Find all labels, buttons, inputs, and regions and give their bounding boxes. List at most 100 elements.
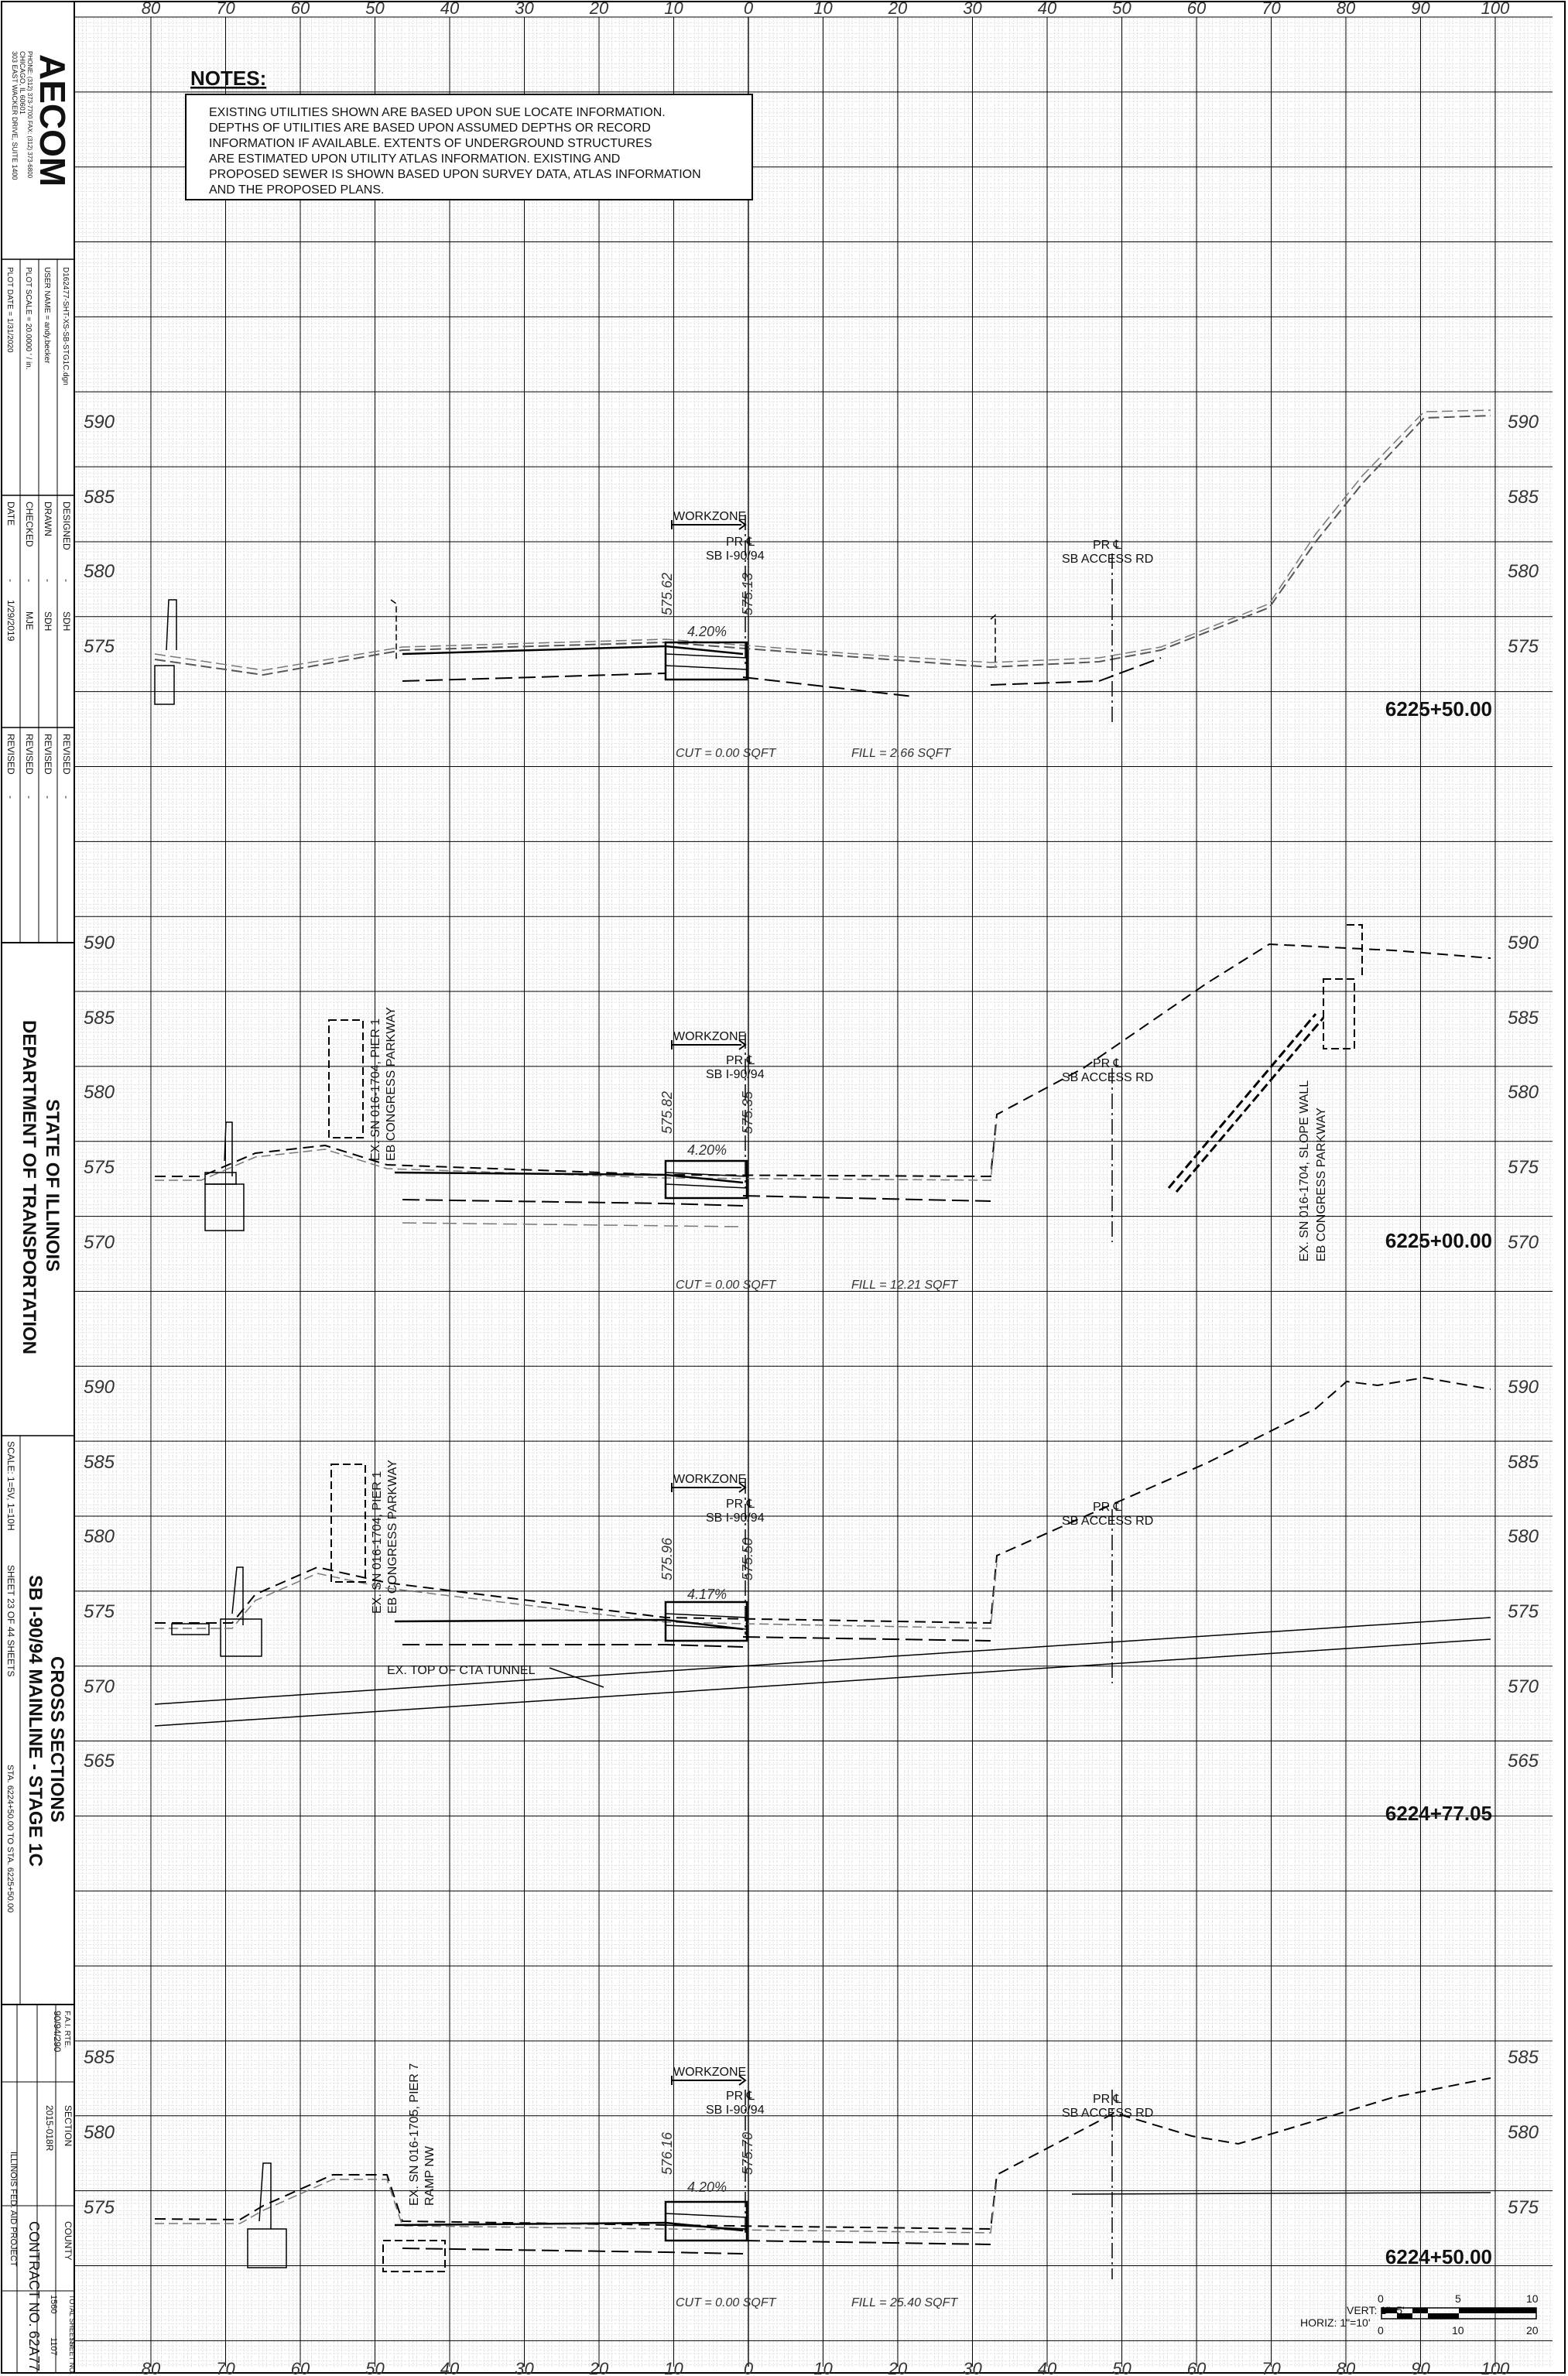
revised-label-2: REVISED	[43, 734, 53, 775]
elevation-label-left: 575	[84, 1601, 115, 1622]
structure-annotation: EB CONGRESS PARKWAY	[386, 1460, 399, 1614]
cross-section: 590 590 585 585 580 580 575 575 570 570 6225+00.00…	[84, 933, 1539, 1292]
section-label: SECTION	[63, 2105, 74, 2146]
station-label: 6224+50.00	[1385, 2245, 1492, 2268]
pr-centerline-label: PR ℄	[1093, 2093, 1122, 2106]
notes-block: NOTES: EXISTING UTILITIES SHOWN ARE BASE…	[185, 67, 753, 200]
elevation-label-left: 580	[84, 2122, 115, 2143]
offset-label-top: 40	[1038, 0, 1057, 18]
plot-scale: PLOT SCALE = 20.0000 ' / in.	[24, 267, 33, 370]
pr-centerline-label: PR ℄	[726, 1054, 755, 1067]
company-logo: AECOM	[33, 54, 73, 187]
project-note: ILLINOIS FED. AID PROJECT	[9, 2152, 18, 2267]
elevation-label-right: 590	[1508, 933, 1539, 953]
revised-dash-3: -	[24, 796, 35, 799]
drawn-label: DRAWN	[43, 502, 53, 536]
revised-dash-4: -	[5, 796, 16, 799]
elevation-label-right: 585	[1508, 1008, 1539, 1029]
workzone-label: WORKZONE	[673, 2066, 746, 2079]
cut-area: CUT = 0.00 SQFT	[676, 747, 777, 760]
scale-bottom-tick: 0	[1378, 2324, 1384, 2337]
county-label: COUNTY	[63, 2221, 74, 2261]
notes-line-1: EXISTING UTILITIES SHOWN ARE BASED UPON …	[209, 106, 666, 119]
revised-label-1: REVISED	[61, 734, 72, 775]
elevation-label-left: 570	[84, 1232, 115, 1253]
elevation-label-left: 590	[84, 1377, 115, 1398]
pr-centerline-label: PR ℄	[726, 2090, 755, 2103]
elevation-label-left: 585	[84, 1452, 115, 1473]
scale-top-tick: 5	[1455, 2292, 1461, 2305]
elevation-right: 575.50	[740, 1538, 755, 1580]
notes-line-6: AND THE PROPOSED PLANS.	[209, 183, 384, 197]
elevation-label-right: 580	[1508, 1082, 1539, 1103]
checked-label: CHECKED	[24, 502, 35, 547]
scale-top-tick: 10	[1526, 2292, 1539, 2305]
offset-label-bottom: 20	[589, 2359, 609, 2376]
elevation-label-right: 585	[1508, 487, 1539, 508]
offset-label-top: 60	[1187, 0, 1207, 18]
offset-label-bottom: 30	[515, 2359, 534, 2376]
offset-label-top: 40	[440, 0, 460, 18]
pr-centerline-label: PR ℄	[1093, 539, 1122, 552]
elevation-label-right: 570	[1508, 1232, 1539, 1253]
pr-centerline-road: SB ACCESS RD	[1062, 1515, 1153, 1528]
scale-bar: VERT: 1"=5' HORIZ: 1"=10' 0 5 10 0 10 20	[1300, 2292, 1539, 2337]
pr-centerline-road: SB ACCESS RD	[1062, 2107, 1153, 2120]
cut-area: CUT = 0.00 SQFT	[676, 1279, 777, 1292]
cross-slope: 4.17%	[687, 1587, 727, 1602]
agency-line-1: STATE OF ILLINOIS	[42, 1099, 63, 1272]
offset-labels-top: 80 70 60 50 40 30 20 10 0 10 20 30 40 50 60 70 80 90 100	[142, 0, 1510, 18]
elevation-label-right: 585	[1508, 1452, 1539, 1473]
scale-text: SCALE: 1=5V, 1=10H	[5, 1441, 16, 1531]
revised-dash-1: -	[61, 796, 72, 799]
offset-label-top: 10	[813, 0, 833, 18]
company-address-3: PHONE: (312) 373-7700 FAX: (312) 373-680…	[26, 51, 33, 179]
pr-centerline-label: PR ℄	[726, 536, 755, 549]
designed-label: DESIGNED	[61, 502, 72, 550]
fill-area: FILL = 2.66 SQFT	[851, 747, 951, 760]
elevation-label-right: 590	[1508, 412, 1539, 433]
elevation-label-left: 580	[84, 1082, 115, 1103]
cut-area: CUT = 0.00 SQFT	[676, 2296, 777, 2309]
workzone-label: WORKZONE	[673, 510, 746, 523]
structure-annotation: EX. SN 016-1704, SLOPE WALL	[1298, 1080, 1311, 1262]
offset-label-bottom: 10	[813, 2359, 833, 2376]
drawing-title-2: SB I-90/94 MAINLINE - STAGE 1C	[25, 1575, 46, 1867]
structure-annotation: EX. TOP OF CTA TUNNEL	[387, 1664, 536, 1677]
scale-bar-segment	[1397, 2313, 1412, 2319]
pr-centerline-label: PR ℄	[726, 1498, 755, 1511]
elevation-label-left: 565	[84, 1751, 115, 1772]
section-value: 2015-018R	[44, 2105, 55, 2152]
elevation-label-right: 575	[1508, 1157, 1539, 1178]
offset-label-bottom: 40	[440, 2359, 460, 2376]
offset-label-bottom: 50	[365, 2359, 385, 2376]
offset-label-top: 50	[365, 0, 385, 18]
offset-label-bottom: 60	[291, 2359, 310, 2376]
notes-line-5: PROPOSED SEWER IS SHOWN BASED UPON SURVE…	[209, 168, 701, 181]
sheet-count: SHEET 23 OF 44 SHEETS	[5, 1565, 16, 1677]
elevation-right: 575.13	[740, 573, 755, 615]
elevation-label-right: 575	[1508, 1601, 1539, 1622]
section-6225-50-geometry	[154, 409, 1491, 724]
elevation-label-right: 580	[1508, 1526, 1539, 1547]
offset-label-bottom: 0	[744, 2359, 754, 2376]
workzone-label: WORKZONE	[673, 1030, 746, 1043]
contract-number: CONTRACT NO. 62A77	[26, 2221, 42, 2371]
structure-annotation: EB CONGRESS PARKWAY	[1315, 1108, 1328, 1262]
elevation-label-left: 585	[84, 1008, 115, 1029]
offset-label-bottom: 40	[1038, 2359, 1057, 2376]
elevation-left: 575.62	[659, 573, 675, 615]
cross-section: 590 590 585 585 580 580 575 575 6225+50.00 WORKZO…	[84, 412, 1539, 760]
elevation-label-left: 575	[84, 1157, 115, 1178]
total-sheets-label: TOTAL SHEETS	[68, 2295, 76, 2346]
elevation-label-left: 575	[84, 636, 115, 657]
drawn-value: SDH	[43, 611, 53, 631]
user-name: USER NAME = andy.becker	[43, 267, 51, 364]
checked-value: MJE	[24, 611, 35, 630]
structure-annotation: EX. SN 016-1705, PIER 7	[408, 2063, 421, 2206]
scale-bar-segment	[1428, 2313, 1459, 2319]
company-address-2: CHICAGO, IL 60601	[19, 51, 26, 115]
notes-box	[185, 94, 753, 200]
designed-value: SDH	[61, 611, 72, 631]
